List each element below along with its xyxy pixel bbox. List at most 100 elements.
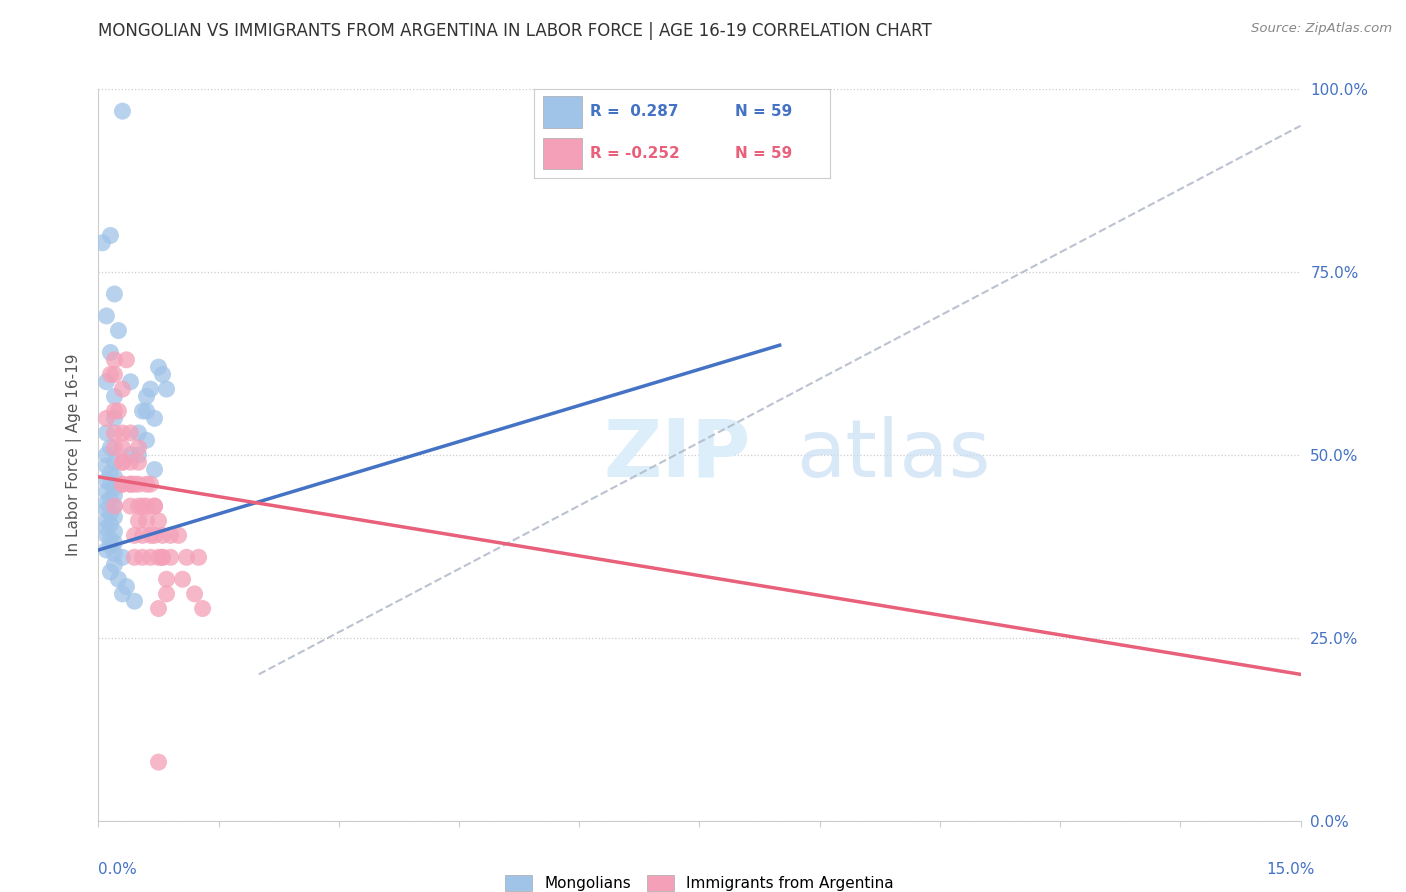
Point	[120, 448, 142, 462]
Point	[128, 477, 150, 491]
Point	[103, 488, 125, 502]
Point	[135, 434, 157, 448]
FancyBboxPatch shape	[543, 96, 582, 128]
Point	[143, 411, 166, 425]
Point	[103, 389, 125, 403]
Point	[107, 324, 129, 338]
Point	[100, 532, 122, 546]
Point	[148, 550, 170, 565]
Point	[148, 601, 170, 615]
Point	[103, 524, 125, 539]
Point	[128, 514, 150, 528]
Point	[128, 448, 150, 462]
Text: ZIP: ZIP	[603, 416, 751, 494]
Point	[124, 594, 146, 608]
Point	[131, 404, 153, 418]
Point	[120, 477, 142, 491]
Point	[167, 528, 190, 542]
Point	[120, 375, 142, 389]
Point	[100, 368, 122, 382]
Point	[96, 528, 118, 542]
Point	[143, 528, 166, 542]
Point	[107, 572, 129, 586]
Point	[135, 499, 157, 513]
Point	[103, 499, 125, 513]
Point	[111, 382, 134, 396]
Point	[135, 404, 157, 418]
Point	[135, 514, 157, 528]
Point	[111, 587, 134, 601]
Point	[103, 368, 125, 382]
Point	[191, 601, 214, 615]
Text: Source: ZipAtlas.com: Source: ZipAtlas.com	[1251, 22, 1392, 36]
Point	[152, 368, 174, 382]
FancyBboxPatch shape	[543, 138, 582, 169]
Point	[148, 514, 170, 528]
Point	[155, 382, 177, 396]
Text: atlas: atlas	[796, 416, 990, 494]
Point	[143, 499, 166, 513]
Point	[135, 477, 157, 491]
Point	[100, 441, 122, 455]
Point	[96, 514, 118, 528]
Point	[111, 550, 134, 565]
Point	[103, 287, 125, 301]
Legend: Mongolians, Immigrants from Argentina: Mongolians, Immigrants from Argentina	[499, 869, 900, 892]
Point	[155, 587, 177, 601]
Point	[120, 499, 142, 513]
Point	[111, 477, 134, 491]
Point	[100, 507, 122, 521]
Point	[103, 535, 125, 549]
Point	[100, 477, 122, 491]
Point	[96, 448, 118, 462]
Point	[103, 425, 125, 440]
Point	[152, 550, 174, 565]
Text: N = 59: N = 59	[735, 146, 793, 161]
Text: R = -0.252: R = -0.252	[591, 146, 681, 161]
Text: N = 59: N = 59	[735, 104, 793, 120]
Point	[103, 404, 125, 418]
Text: R =  0.287: R = 0.287	[591, 104, 679, 120]
Point	[139, 550, 162, 565]
Point	[111, 477, 134, 491]
Point	[100, 539, 122, 553]
Point	[187, 550, 209, 565]
Point	[103, 411, 125, 425]
Point	[152, 550, 174, 565]
Point	[120, 455, 142, 469]
Point	[131, 550, 153, 565]
Point	[176, 550, 198, 565]
Point	[103, 455, 125, 469]
Point	[128, 499, 150, 513]
Point	[103, 470, 125, 484]
Text: 0.0%: 0.0%	[98, 863, 138, 877]
Point	[100, 491, 122, 506]
Point	[148, 360, 170, 375]
Point	[172, 572, 194, 586]
Point	[111, 455, 134, 469]
Point	[143, 499, 166, 513]
Point	[96, 411, 118, 425]
Point	[148, 755, 170, 769]
Point	[100, 345, 122, 359]
Point	[96, 543, 118, 558]
Point	[139, 382, 162, 396]
Point	[128, 441, 150, 455]
Point	[128, 455, 150, 469]
Point	[103, 558, 125, 572]
Point	[120, 425, 142, 440]
Point	[96, 503, 118, 517]
Point	[96, 474, 118, 488]
Point	[100, 517, 122, 532]
Point	[124, 550, 146, 565]
Point	[107, 404, 129, 418]
Point	[103, 547, 125, 561]
Point	[96, 495, 118, 509]
Point	[143, 462, 166, 476]
Point	[96, 309, 118, 323]
Point	[91, 235, 114, 250]
Point	[124, 528, 146, 542]
Point	[103, 352, 125, 367]
Text: 15.0%: 15.0%	[1267, 863, 1315, 877]
Point	[139, 528, 162, 542]
